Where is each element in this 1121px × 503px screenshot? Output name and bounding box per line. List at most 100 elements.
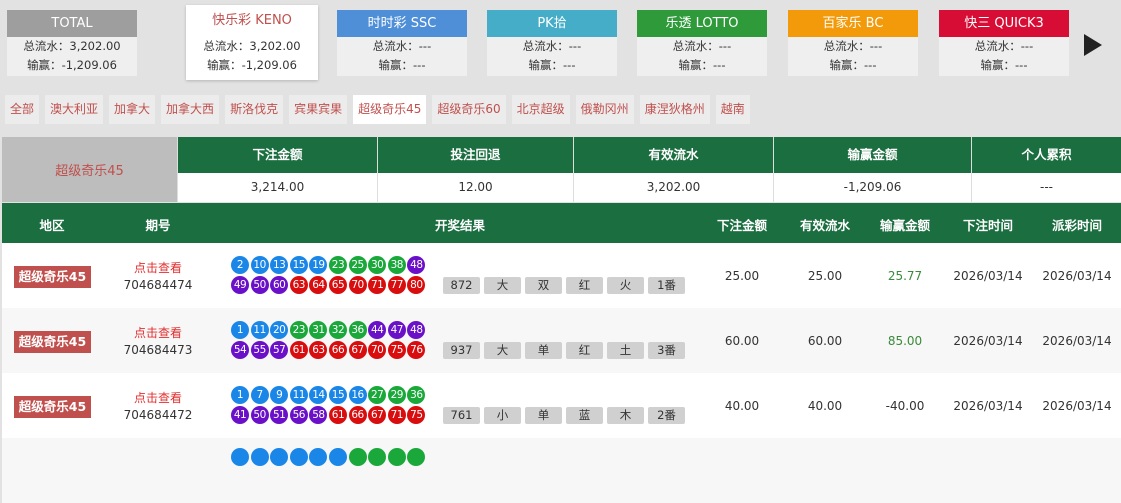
next-arrow-icon[interactable] bbox=[1084, 34, 1102, 56]
category-card[interactable]: 快乐彩 KENO 总流水：3,202.00 输赢：-1,209.06 bbox=[186, 5, 318, 80]
ball: 64 bbox=[309, 276, 328, 294]
table-row: 超级奇乐45 点击查看 704684472 1 7 9 11 14 15 16 27 29 36 41 50… bbox=[2, 373, 1121, 438]
region-tab[interactable]: 超级奇乐60 bbox=[432, 95, 506, 124]
ball: 10 bbox=[250, 256, 269, 274]
view-link[interactable]: 点击查看 bbox=[133, 391, 183, 405]
table-header: 地区 期号 开奖结果 下注金额 有效流水 输赢金额 下注时间 派彩时间 bbox=[2, 203, 1121, 243]
turnover-label: 总流水： bbox=[23, 39, 70, 53]
win-value: --- bbox=[413, 58, 426, 72]
ball bbox=[270, 448, 289, 466]
ball: 27 bbox=[368, 386, 387, 404]
bet-amount: 60.00 bbox=[724, 334, 760, 348]
col-valid: 有效流水 bbox=[799, 218, 851, 233]
region-tab[interactable]: 越南 bbox=[715, 95, 750, 124]
ball: 66 bbox=[328, 341, 347, 359]
win-label: 输赢： bbox=[980, 58, 1016, 72]
category-card[interactable]: PK拾 总流水：--- 输赢：--- bbox=[487, 10, 617, 76]
summary-column: 下注金额 3,214.00 bbox=[177, 137, 377, 202]
category-card[interactable]: 乐透 LOTTO 总流水：--- 输赢：--- bbox=[637, 10, 767, 76]
ball: 47 bbox=[387, 321, 406, 339]
region-tab[interactable]: 加拿大西 bbox=[161, 95, 220, 124]
result-tag: 红 bbox=[566, 342, 603, 359]
ball: 50 bbox=[250, 406, 269, 424]
table-row: 超级奇乐45 点击查看 704684474 2 10 13 15 19 23 25 30 38 48 49… bbox=[2, 243, 1121, 308]
region-tabs: 全部 澳大利亚 加拿大 加拿大西 斯洛伐克 宾果宾果 超级奇乐45 超级奇乐60 北京超级 俄勒冈… bbox=[5, 95, 750, 124]
col-bet: 下注金额 bbox=[716, 218, 768, 233]
payout-time: 2026/03/14 bbox=[1042, 334, 1112, 348]
turnover-value: 3,202.00 bbox=[69, 39, 121, 53]
col-result: 开奖结果 bbox=[434, 218, 486, 233]
region-tab[interactable]: 超级奇乐45 bbox=[353, 95, 427, 124]
summary-value: -1,209.06 bbox=[774, 173, 971, 202]
region-tab[interactable]: 康涅狄格州 bbox=[639, 95, 710, 124]
ball bbox=[407, 448, 426, 466]
ball: 80 bbox=[407, 276, 426, 294]
ball: 32 bbox=[328, 321, 347, 339]
summary-header: 投注回退 bbox=[378, 137, 573, 173]
result-tag: 火 bbox=[607, 277, 644, 294]
ball: 54 bbox=[231, 341, 249, 359]
region-tab[interactable]: 北京超级 bbox=[511, 95, 570, 124]
view-link[interactable]: 点击查看 bbox=[133, 261, 183, 275]
category-card[interactable]: 快三 QUICK3 总流水：--- 输赢：--- bbox=[939, 10, 1069, 76]
card-win: 输赢：-1,209.06 bbox=[186, 56, 318, 75]
ball: 70 bbox=[368, 341, 387, 359]
bet-amount: 25.00 bbox=[724, 269, 760, 283]
card-turnover: 总流水：--- bbox=[788, 37, 918, 56]
turnover-label: 总流水： bbox=[522, 39, 569, 53]
valid-turnover: 25.00 bbox=[807, 269, 843, 283]
category-card[interactable]: 时时彩 SSC 总流水：--- 输赢：--- bbox=[337, 10, 467, 76]
ball: 75 bbox=[407, 406, 426, 424]
ball bbox=[368, 448, 387, 466]
turnover-value: --- bbox=[869, 39, 883, 53]
card-win: 输赢：--- bbox=[939, 56, 1069, 75]
summary-column: 投注回退 12.00 bbox=[377, 137, 573, 202]
region-tab[interactable]: 澳大利亚 bbox=[45, 95, 104, 124]
ball: 36 bbox=[348, 321, 367, 339]
region-badge: 超级奇乐45 bbox=[14, 266, 91, 288]
card-win: 输赢：-1,209.06 bbox=[7, 56, 137, 75]
region-tab[interactable]: 全部 bbox=[5, 95, 40, 124]
region-tab[interactable]: 加拿大 bbox=[109, 95, 156, 124]
card-title: 乐透 LOTTO bbox=[637, 10, 767, 37]
ball: 15 bbox=[328, 386, 347, 404]
col-win: 输赢金额 bbox=[879, 218, 931, 233]
ball: 77 bbox=[387, 276, 406, 294]
win-value: -1,209.06 bbox=[241, 58, 297, 72]
ball bbox=[231, 448, 249, 466]
ball: 55 bbox=[250, 341, 269, 359]
result-tag: 单 bbox=[525, 342, 562, 359]
ball bbox=[250, 448, 269, 466]
summary-header: 输赢金额 bbox=[774, 137, 971, 173]
ball: 51 bbox=[270, 406, 289, 424]
win-amount: -40.00 bbox=[885, 399, 925, 413]
ball bbox=[348, 448, 367, 466]
issue-number: 704684474 bbox=[123, 278, 193, 292]
bet-time: 2026/03/14 bbox=[953, 269, 1023, 283]
turnover-value: --- bbox=[568, 39, 582, 53]
summary-label: 超级奇乐45 bbox=[2, 137, 177, 202]
ball: 57 bbox=[270, 341, 289, 359]
card-title: 快三 QUICK3 bbox=[939, 10, 1069, 37]
turnover-label: 总流水： bbox=[372, 39, 419, 53]
result-tag: 937 bbox=[443, 342, 480, 359]
category-card[interactable]: TOTAL 总流水：3,202.00 输赢：-1,209.06 bbox=[7, 10, 137, 76]
card-title: TOTAL bbox=[7, 10, 137, 37]
region-tab[interactable]: 宾果宾果 bbox=[289, 95, 348, 124]
result-tag: 土 bbox=[607, 342, 644, 359]
region-tab[interactable]: 斯洛伐克 bbox=[225, 95, 284, 124]
summary-value: --- bbox=[972, 173, 1121, 202]
draw-balls: 1 11 20 23 31 32 36 44 47 48 54 55 57 61 63 66 67 70 75 76 bbox=[231, 321, 431, 359]
result-tag: 761 bbox=[443, 407, 480, 424]
draw-balls: 1 7 9 11 14 15 16 27 29 36 41 50 51 56 58 61 66 67 71 75 bbox=[231, 386, 431, 424]
ball: 16 bbox=[348, 386, 367, 404]
ball: 31 bbox=[309, 321, 328, 339]
category-card[interactable]: 百家乐 BC 总流水：--- 输赢：--- bbox=[788, 10, 918, 76]
turnover-label: 总流水： bbox=[974, 39, 1021, 53]
win-amount: 85.00 bbox=[887, 334, 923, 348]
view-link[interactable]: 点击查看 bbox=[133, 326, 183, 340]
card-turnover: 总流水：--- bbox=[637, 37, 767, 56]
ball: 75 bbox=[387, 341, 406, 359]
region-tab[interactable]: 俄勒冈州 bbox=[575, 95, 634, 124]
ball: 7 bbox=[250, 386, 269, 404]
